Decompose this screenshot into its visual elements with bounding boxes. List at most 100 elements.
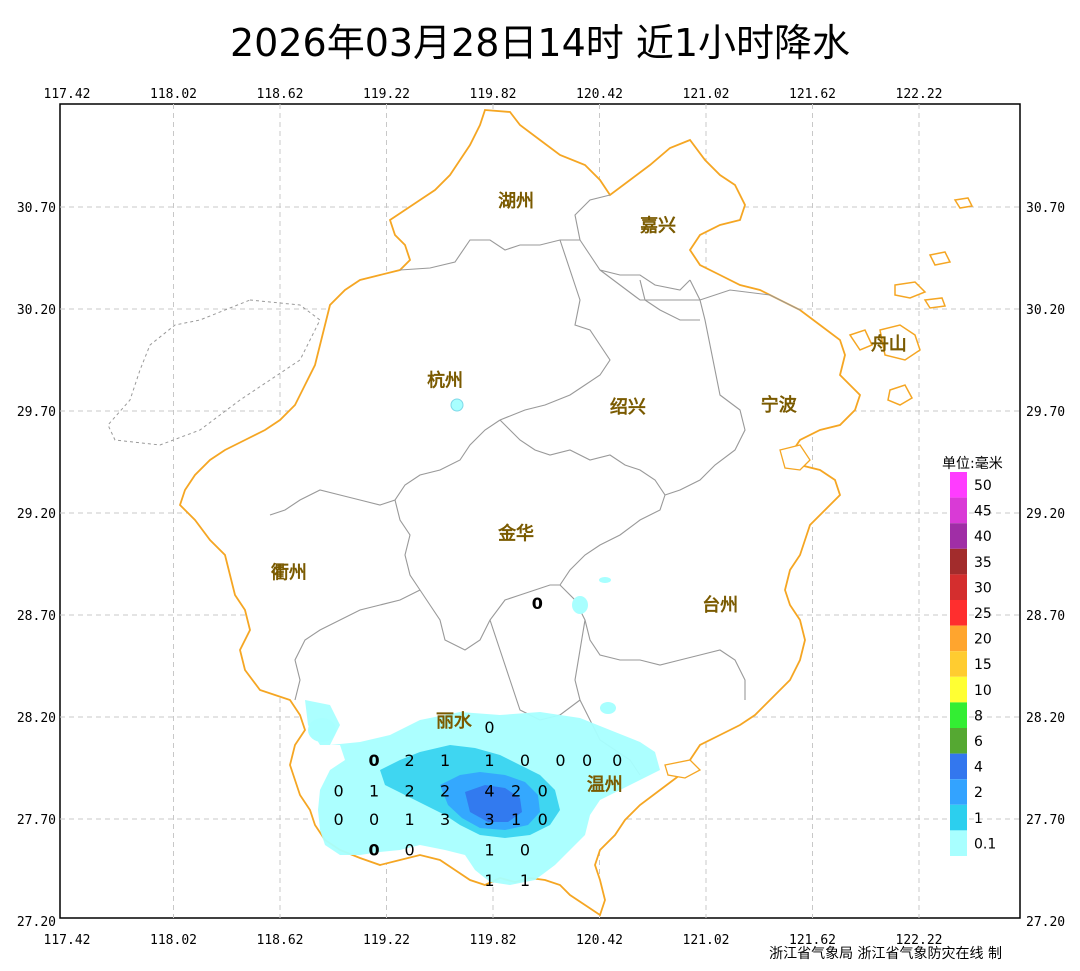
lat-tick-left: 27.20 (17, 915, 56, 930)
map-title: 2026年03月28日14时 近1小时降水 (229, 21, 851, 65)
lon-tick-bottom: 121.62 (789, 933, 836, 948)
lon-tick-top: 118.02 (150, 87, 197, 102)
city-label: 杭州 (427, 370, 463, 392)
station-value: 1 (511, 810, 521, 829)
lon-tick-bottom: 117.42 (44, 933, 91, 948)
legend: 单位:毫米 50 45 40 35 30 25 20 15 10 8 6 4 2 1 0.1 (942, 455, 1003, 856)
coastal-water (664, 444, 811, 779)
lon-tick-top: 119.22 (363, 87, 410, 102)
lat-tick-right: 29.20 (1026, 507, 1065, 522)
legend-label: 4 (974, 760, 983, 776)
lon-tick-bottom: 122.22 (896, 933, 943, 948)
station-value: 0 (582, 751, 592, 770)
station-value: 0 (333, 781, 343, 800)
station-value: 2 (404, 751, 414, 770)
legend-swatch (950, 574, 967, 600)
station-value: 1 (404, 810, 414, 829)
station-value: 0 (538, 781, 548, 800)
lon-tick-top: 117.42 (44, 87, 91, 102)
lat-tick-right: 28.20 (1026, 711, 1065, 726)
lon-tick-top: 121.02 (683, 87, 730, 102)
station-value: 1 (484, 871, 494, 890)
lat-tick-left: 29.20 (17, 507, 56, 522)
lon-tick-top: 121.62 (789, 87, 836, 102)
legend-swatch (950, 497, 967, 524)
legend-swatch (950, 472, 967, 498)
station-value: 1 (440, 751, 450, 770)
lat-tick-right: 30.20 (1026, 303, 1065, 318)
legend-swatch (950, 753, 967, 780)
city-label: 嘉兴 (639, 215, 676, 236)
legend-label: 25 (974, 606, 992, 622)
legend-swatch (950, 728, 967, 754)
lat-tick-right: 27.20 (1026, 915, 1065, 930)
station-value: 0 (333, 810, 343, 829)
legend-label: 2 (974, 785, 983, 801)
city-label: 衢州 (271, 561, 307, 583)
legend-swatch (950, 830, 967, 856)
legend-label: 45 (974, 504, 992, 520)
legend-label: 10 (974, 683, 992, 699)
zhejiang-land (178, 109, 862, 917)
legend-title: 单位:毫米 (942, 455, 1003, 472)
lon-tick-bottom: 118.02 (150, 933, 197, 948)
west-lake (450, 398, 464, 412)
city-label: 湖州 (498, 191, 534, 212)
station-values: 000 2 1 1 0 0 0 00 1 2 2 4 2 00 0 1 3 3 1 00 0 1 01 1 (333, 594, 622, 890)
lat-tick-right: 30.70 (1026, 201, 1065, 216)
lat-tick-left: 30.20 (17, 303, 56, 318)
lon-tick-bottom: 119.82 (470, 933, 517, 948)
lat-tick-left: 28.20 (17, 711, 56, 726)
lat-tick-left: 29.70 (17, 405, 56, 420)
city-label: 金华 (497, 523, 534, 545)
lon-tick-bottom: 120.42 (576, 933, 623, 948)
lon-tick-bottom: 118.62 (257, 933, 304, 948)
lon-tick-bottom: 119.22 (363, 933, 410, 948)
legend-label: 8 (974, 708, 983, 724)
city-label: 台州 (702, 594, 738, 616)
lon-tick-top: 118.62 (257, 87, 304, 102)
station-value: 3 (440, 810, 450, 829)
station-value: 0 (404, 841, 414, 860)
station-value: 1 (369, 781, 379, 800)
station-value: 0 (369, 751, 380, 770)
city-label: 绍兴 (610, 396, 646, 418)
station-value: 0 (555, 751, 565, 770)
lon-tick-top: 120.42 (576, 87, 623, 102)
legend-swatch (950, 523, 967, 549)
station-value: 1 (484, 751, 494, 770)
station-value: 0 (520, 751, 530, 770)
lon-tick-bottom: 121.02 (683, 933, 730, 948)
lat-tick-left: 30.70 (17, 201, 56, 216)
lat-tick-left: 28.70 (17, 609, 56, 624)
legend-label: 6 (974, 734, 983, 750)
station-value: 2 (404, 781, 414, 800)
lat-tick-left: 27.70 (17, 813, 56, 828)
station-value: 2 (511, 781, 521, 800)
legend-swatch (950, 676, 967, 703)
legend-label: 40 (974, 529, 992, 545)
legend-label: 50 (974, 478, 992, 494)
station-value: 0 (612, 751, 622, 770)
station-value: 4 (484, 781, 494, 800)
legend-label: 1 (974, 811, 983, 827)
neighbor-outline (107, 299, 321, 446)
station-value: 1 (520, 871, 530, 890)
station-value: 3 (484, 810, 494, 829)
city-label: 温州 (587, 774, 623, 795)
legend-swatch (950, 804, 967, 831)
legend-swatch (950, 548, 967, 575)
station-value: 0 (520, 841, 530, 860)
legend-label: 20 (974, 632, 992, 648)
station-value: 0 (484, 718, 494, 737)
lon-tick-top: 122.22 (896, 87, 943, 102)
legend-swatch (950, 600, 967, 626)
station-value: 0 (538, 810, 548, 829)
station-value: 1 (484, 841, 494, 860)
legend-label: 30 (974, 580, 992, 596)
footer-credit: 浙江省气象局 浙江省气象防灾在线 制 (769, 946, 1002, 962)
precipitation-shading (305, 577, 660, 885)
city-label: 舟山 (871, 333, 907, 355)
